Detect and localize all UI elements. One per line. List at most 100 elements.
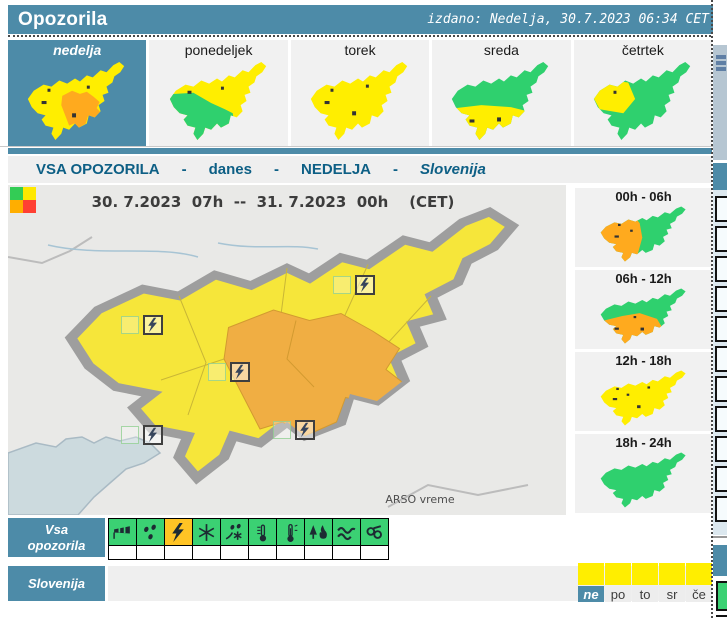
day-label: to <box>632 586 658 602</box>
clipped-divider <box>713 536 727 538</box>
ghost-marker-box <box>121 316 139 334</box>
day-label: po <box>605 586 631 602</box>
mini-map-ponedeljek <box>169 62 266 140</box>
day-summary-strip: ne po to sr če <box>577 563 712 602</box>
thunderstorm-marker <box>295 420 315 440</box>
warning-type-sea[interactable] <box>332 518 361 560</box>
warning-type-forest-fire[interactable] <box>304 518 333 560</box>
day-label: ne <box>578 586 604 602</box>
day-cell-to[interactable]: to <box>631 563 658 602</box>
map-date-range: 30. 7.2023 07h -- 31. 7.2023 00h (CET) <box>91 193 455 211</box>
day-cell-po[interactable]: po <box>604 563 631 602</box>
page-title: Opozorila <box>18 8 108 30</box>
mini-warning-marks <box>324 84 369 116</box>
chains-icon <box>366 524 382 539</box>
main-warning-map: 30. 7.2023 07h -- 31. 7.2023 00h (CET) A… <box>8 185 566 515</box>
sea-waves-icon <box>337 526 356 540</box>
section-heading: VSA OPOZORILA - danes - NEDELJA - Sloven… <box>8 156 712 183</box>
tab-label: torek <box>344 42 376 58</box>
time-block-00-06: 00h - 06h <box>575 188 712 267</box>
heading-separator: - <box>181 161 187 178</box>
warning-type-freezing-rain[interactable] <box>220 518 249 560</box>
wind-icon <box>113 525 130 539</box>
thunderstorm-marker <box>143 425 163 445</box>
mini-map-06-12 <box>600 288 686 344</box>
warning-type-cold[interactable] <box>248 518 277 560</box>
legend-orange <box>10 200 23 213</box>
forest-fire-icon <box>309 524 327 539</box>
freezing-rain-icon <box>225 523 242 540</box>
mini-warning-marks <box>187 86 224 94</box>
mini-warning-marks <box>469 117 502 123</box>
dotted-vertical-separator <box>711 0 713 618</box>
all-warnings-label: Vsa opozorila <box>8 518 105 557</box>
day-label: če <box>686 586 712 602</box>
tab-torek[interactable]: torek <box>290 40 430 146</box>
warning-type-rain[interactable] <box>136 518 165 560</box>
time-block-label: 18h - 24h <box>615 435 672 450</box>
warning-type-heat[interactable] <box>276 518 305 560</box>
time-interval-column: 00h - 06h 06h - 12h 12h - 18h 18h - 24 <box>575 188 712 516</box>
time-block-12-18: 12h - 18h <box>575 352 712 431</box>
day-level-square <box>686 563 712 585</box>
day-level-square <box>605 563 631 585</box>
heat-thermometer-icon <box>287 523 298 542</box>
clipped-map-icon <box>716 55 726 75</box>
mini-map-torek <box>310 62 408 140</box>
legend-yellow <box>23 187 36 200</box>
ghost-marker-box <box>273 421 291 439</box>
tab-label: ponedeljek <box>184 42 253 58</box>
warning-type-icon-row <box>108 518 389 560</box>
time-block-label: 12h - 18h <box>615 353 672 368</box>
thunderstorm-marker <box>143 315 163 335</box>
tab-label: četrtek <box>621 42 664 58</box>
clipped-teal-strip <box>713 163 727 190</box>
time-block-06-12: 06h - 12h <box>575 270 712 349</box>
tab-sreda[interactable]: sreda <box>432 40 571 146</box>
heading-when: danes <box>208 161 252 178</box>
mini-warning-marks <box>613 90 617 94</box>
heading-separator: - <box>273 161 279 178</box>
divider <box>0 146 727 147</box>
slovenia-map <box>8 185 566 515</box>
rain-icon <box>144 524 156 539</box>
snowflake-icon <box>198 523 215 541</box>
warning-type-wind[interactable] <box>108 518 137 560</box>
tab-ponedeljek[interactable]: ponedeljek <box>149 40 288 146</box>
tab-cetrtek[interactable]: četrtek <box>573 40 713 146</box>
heading-all-warnings: VSA OPOZORILA <box>36 161 160 178</box>
heading-region: Slovenija <box>420 161 486 178</box>
warning-type-other[interactable] <box>360 518 389 560</box>
issued-timestamp: izdano: Nedelja, 30.7.2023 06:34 CET <box>427 12 709 27</box>
tab-label: nedelja <box>53 42 102 58</box>
day-cell-ne[interactable]: ne <box>577 563 604 602</box>
day-label: sr <box>659 586 685 602</box>
page-header: Opozorila izdano: Nedelja, 30.7.2023 06:… <box>8 5 727 34</box>
time-block-label: 06h - 12h <box>615 271 672 286</box>
clipped-right-column <box>713 0 727 618</box>
legend-red <box>23 200 36 213</box>
mini-map-00-06 <box>600 206 686 262</box>
cold-thermometer-icon <box>257 523 267 541</box>
tab-nedelja[interactable]: nedelja <box>8 40 147 146</box>
day-level-square <box>578 563 604 585</box>
warning-type-snow-ice[interactable] <box>192 518 221 560</box>
day-cell-ce[interactable]: če <box>685 563 712 602</box>
mini-map-12-18 <box>600 370 686 426</box>
thunderstorm-icon <box>172 522 184 542</box>
day-level-square <box>659 563 685 585</box>
clipped-box-edge <box>716 615 727 618</box>
mini-map-nedelja <box>28 62 125 140</box>
clipped-legend-column <box>713 190 727 535</box>
day-tabs: nedelja ponedeljek torek <box>8 40 713 146</box>
heading-separator: - <box>393 161 398 178</box>
day-cell-sr[interactable]: sr <box>658 563 685 602</box>
mini-map-sreda <box>452 62 549 140</box>
thunderstorm-marker <box>230 362 250 382</box>
day-level-square <box>632 563 658 585</box>
mini-warning-marks <box>41 85 90 118</box>
warning-type-thunderstorm[interactable] <box>164 518 193 560</box>
ghost-marker-box <box>208 363 226 381</box>
ghost-marker-box <box>121 426 139 444</box>
map-credit: ARSO vreme 30. 7.2023 07:01 CET <box>340 457 500 515</box>
